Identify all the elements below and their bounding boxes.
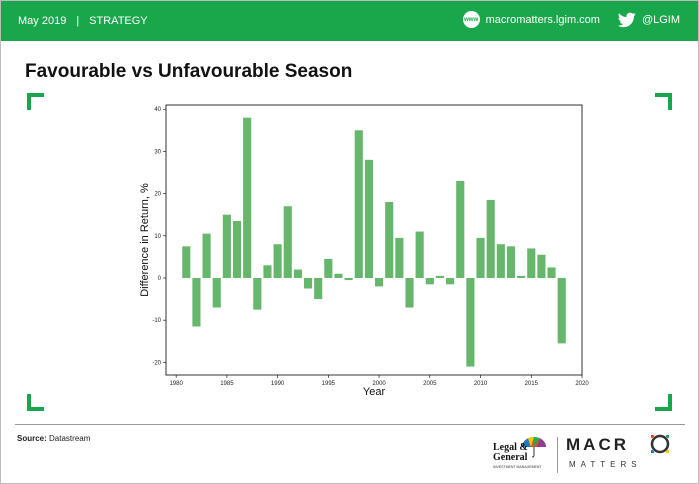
bar-1994 bbox=[314, 277, 323, 300]
lg-wordmark: Legal & General bbox=[493, 443, 528, 463]
x-tick-label: 2000 bbox=[372, 381, 386, 387]
y-tick-label: 20 bbox=[154, 192, 161, 198]
logo-divider bbox=[557, 437, 558, 473]
bar-1995 bbox=[324, 258, 333, 278]
bar-1998 bbox=[354, 130, 363, 278]
footer-divider bbox=[15, 424, 685, 425]
bar-chart: 1980 1985 1990 1995 2000 2005 2010 2015 2020 403… bbox=[139, 104, 589, 395]
corner-bracket-top-right bbox=[655, 93, 672, 110]
twitter-icon[interactable] bbox=[617, 12, 636, 28]
bar-2000 bbox=[375, 277, 384, 287]
y-axis-ticks: 40 30 20 10 0 -10 -20 bbox=[152, 107, 166, 366]
bar-1993 bbox=[303, 277, 313, 289]
y-tick-label: 40 bbox=[154, 107, 161, 113]
legal-general-logo: Legal & General INVESTMENT MANAGEMENT bbox=[493, 436, 551, 472]
y-tick-label: 30 bbox=[154, 149, 161, 155]
x-tick-label: 1990 bbox=[271, 381, 285, 387]
bars-group bbox=[182, 117, 566, 367]
bar-2003 bbox=[405, 277, 414, 308]
source-note: Source: Datastream bbox=[17, 434, 90, 443]
bar-1991 bbox=[283, 206, 292, 278]
bar-1983 bbox=[202, 233, 211, 278]
bar-1989 bbox=[263, 265, 272, 278]
bar-2012 bbox=[496, 244, 505, 278]
bar-1986 bbox=[232, 221, 242, 278]
x-tick-label: 2010 bbox=[474, 381, 488, 387]
umbrella-icon bbox=[522, 437, 546, 458]
x-tick-label: 1995 bbox=[322, 381, 336, 387]
y-tick-label: -10 bbox=[152, 318, 161, 324]
bar-2018 bbox=[557, 277, 566, 344]
x-axis-ticks: 1980 1985 1990 1995 2000 2005 2010 2015 2020 bbox=[169, 375, 589, 387]
bar-2009 bbox=[466, 277, 475, 367]
source-value: Datastream bbox=[49, 434, 91, 443]
matters-wordmark: MATTERS bbox=[569, 460, 642, 469]
twitter-handle[interactable]: @LGIM bbox=[641, 13, 680, 26]
x-tick-label: 2005 bbox=[423, 381, 437, 387]
source-label: Source: bbox=[17, 434, 47, 443]
corner-bracket-bottom-left bbox=[27, 394, 44, 411]
bar-1997 bbox=[344, 277, 353, 281]
header-section: STRATEGY bbox=[89, 15, 148, 27]
x-tick-label: 2015 bbox=[525, 381, 539, 387]
corner-bracket-bottom-right bbox=[655, 394, 672, 411]
bar-2006 bbox=[435, 275, 445, 278]
page-title: Favourable vs Unfavourable Season bbox=[25, 61, 353, 82]
bar-1987 bbox=[243, 117, 252, 278]
bar-1984 bbox=[212, 277, 221, 308]
x-tick-label: 1980 bbox=[169, 381, 183, 387]
x-tick-label: 2020 bbox=[575, 381, 589, 387]
macro-matters-logo: MACR MATTERS bbox=[566, 434, 676, 475]
website-link[interactable]: macromatters.lgim.com bbox=[485, 13, 600, 26]
bar-1992 bbox=[293, 269, 302, 278]
lg-line-1: Legal & bbox=[493, 442, 528, 453]
bar-2001 bbox=[385, 202, 394, 278]
bar-2017 bbox=[547, 267, 556, 278]
bar-2016 bbox=[537, 254, 546, 278]
bar-2010 bbox=[476, 237, 485, 278]
bar-2015 bbox=[527, 248, 536, 278]
header-left: May 2019 | STRATEGY bbox=[18, 15, 148, 27]
bar-1981 bbox=[182, 246, 191, 278]
x-tick-label: 1985 bbox=[220, 381, 234, 387]
corner-bracket-top-left bbox=[27, 93, 44, 110]
bar-1982 bbox=[192, 277, 201, 327]
bar-2005 bbox=[425, 277, 434, 285]
bar-1990 bbox=[273, 244, 282, 278]
lg-line-2: General bbox=[493, 452, 528, 463]
header-bar: May 2019 | STRATEGY www macromatters.lgim.… bbox=[1, 1, 698, 41]
lg-subtitle: INVESTMENT MANAGEMENT bbox=[493, 465, 542, 469]
y-tick-label: -20 bbox=[152, 360, 161, 366]
bar-1996 bbox=[334, 273, 343, 278]
bar-2008 bbox=[456, 180, 465, 278]
bar-1999 bbox=[364, 159, 373, 278]
o-ring-icon bbox=[650, 434, 670, 454]
header-date: May 2019 bbox=[18, 15, 67, 27]
bar-2002 bbox=[395, 237, 404, 278]
bar-2007 bbox=[446, 277, 455, 285]
bar-2014 bbox=[517, 275, 526, 278]
y-tick-label: 10 bbox=[154, 234, 161, 240]
macro-wordmark: MACR bbox=[566, 435, 629, 454]
globe-icon: www bbox=[462, 11, 480, 28]
bar-1985 bbox=[222, 214, 231, 278]
x-axis-label: Year bbox=[363, 386, 386, 395]
header-separator: | bbox=[76, 15, 80, 27]
bar-1988 bbox=[253, 277, 262, 310]
header-right: www macromatters.lgim.com @LGIM bbox=[462, 11, 680, 28]
plot-area-frame bbox=[165, 104, 583, 376]
y-tick-label: 0 bbox=[158, 276, 162, 282]
bar-2004 bbox=[415, 231, 424, 278]
bar-2013 bbox=[506, 246, 516, 278]
y-axis-label: Difference in Return, % bbox=[139, 183, 151, 297]
bar-2011 bbox=[486, 199, 495, 278]
